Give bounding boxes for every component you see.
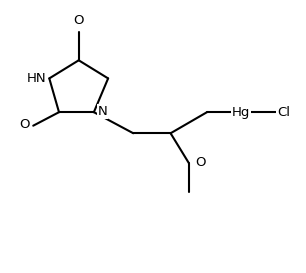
Text: O: O — [73, 14, 84, 27]
Text: Hg: Hg — [232, 106, 250, 119]
Text: Cl: Cl — [277, 106, 290, 119]
Text: HN: HN — [27, 72, 46, 85]
Text: O: O — [195, 156, 206, 170]
Text: O: O — [20, 118, 30, 131]
Text: N: N — [98, 105, 108, 118]
